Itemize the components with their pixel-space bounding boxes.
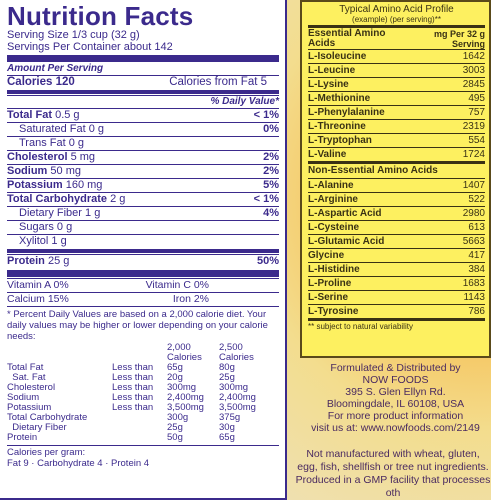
amino-row: L-Phenylalanine 757 — [308, 105, 485, 118]
amino-row: L-Glutamic Acid 5663 — [308, 234, 485, 247]
divider-thick — [7, 55, 279, 62]
calories-per-gram: Calories per gram: Fat 9 · Carbohydrate … — [7, 445, 279, 469]
amino-row: L-Arginine 522 — [308, 192, 485, 205]
amino-row: L-Tyrosine 786 — [308, 304, 485, 317]
daily-value-footnote: * Percent Daily Values are based on a 2,… — [7, 309, 268, 342]
nutrient-row: Sugars 0 g — [7, 220, 279, 234]
divider-thick — [7, 270, 279, 277]
nonessential-header: Non-Essential Amino Acids — [308, 161, 485, 178]
vitamin-row: Calcium 15% Iron 2% — [7, 292, 279, 306]
nutrient-row: Total Carbohydrate 2 g < 1% — [7, 192, 279, 205]
amino-row: L-Aspartic Acid 2980 — [308, 206, 485, 219]
calories-row: Calories 120 Calories from Fat 5 — [7, 75, 279, 89]
amino-row: L-Leucine 3003 — [308, 63, 485, 76]
vitamin-rows: Vitamin A 0% Vitamin C 0% Calcium 15% Iron … — [7, 278, 279, 306]
divider-thin — [7, 306, 279, 307]
daily-values-table: 2,000 Calories 2,500 Calories Total Fat Les… — [7, 343, 271, 443]
amino-row: L-Tryptophan 554 — [308, 133, 485, 146]
amino-row: L-Proline 1683 — [308, 276, 485, 289]
table-row: Potassium Less than 3,500mg 3,500mg — [7, 402, 256, 413]
divider-medium — [7, 249, 279, 253]
nutrient-row: Sodium 50 mg 2% — [7, 164, 279, 177]
allergen-statement: Not manufactured with wheat, gluten, egg… — [295, 448, 491, 499]
amino-row: L-Lysine 2845 — [308, 77, 485, 90]
vitamin-row: Vitamin A 0% Vitamin C 0% — [7, 278, 279, 292]
amino-footnote: ** subject to natural variability — [308, 318, 485, 333]
divider-medium — [7, 90, 279, 94]
amino-row: L-Serine 1143 — [308, 290, 485, 303]
table-row: Cholesterol Less than 300mg 300mg — [7, 382, 249, 393]
protein-row: Protein 25 g 50% — [7, 254, 279, 267]
nutrient-row: Xylitol 1 g — [7, 234, 279, 248]
nutrition-title: Nutrition Facts — [7, 1, 194, 31]
essential-header: Essential Amino Acids mg Per 32 g Servin… — [308, 25, 485, 49]
amino-row: L-Isoleucine 1642 — [308, 49, 485, 62]
table-row: Sat. Fat Less than 20g 25g — [7, 372, 235, 383]
amino-subtitle: (example) (per serving)** — [352, 15, 441, 24]
amino-row: Glycine 417 — [308, 248, 485, 261]
servings-per-container: Servings Per Container about 142 — [7, 41, 173, 53]
table-row: Total Carbohydrate 300g 375g — [7, 412, 241, 423]
amino-row: L-Threonine 2319 — [308, 119, 485, 132]
amino-acid-panel: Typical Amino Acid Profile (example) (pe… — [300, 0, 491, 358]
nutrient-row: Total Fat 0.5 g < 1% — [7, 108, 279, 121]
table-row: Sodium Less than 2,400mg 2,400mg — [7, 392, 256, 403]
serving-size: Serving Size 1/3 cup (32 g) — [7, 29, 140, 41]
table-row: Protein 50g 65g — [7, 432, 235, 443]
table-row: Total Fat Less than 65g 80g — [7, 362, 235, 373]
distributor-block: Formulated & Distributed by NOW FOODS 39… — [311, 362, 480, 434]
nutrient-row: Potassium 160 mg 5% — [7, 178, 279, 191]
nutrient-row: Saturated Fat 0 g 0% — [7, 122, 279, 136]
amount-per-serving: Amount Per Serving — [7, 63, 104, 74]
amino-row: L-Methionine 495 — [308, 91, 485, 104]
calories-from-fat: Calories from Fat 5 — [169, 76, 267, 88]
amino-row: L-Cysteine 613 — [308, 220, 485, 233]
nutrient-row: Dietary Fiber 1 g 4% — [7, 206, 279, 220]
daily-value-header: % Daily Value* — [7, 95, 279, 108]
nonessential-list: L-Alanine 1407 L-Arginine 522 L-Aspartic Aci… — [308, 178, 485, 318]
table-header: 2,000 Calories 2,500 Calories — [167, 342, 254, 363]
amino-row: L-Alanine 1407 — [308, 178, 485, 191]
essential-list: L-Isoleucine 1642 L-Leucine 3003 L-Lysine 284… — [308, 49, 485, 161]
amino-row: L-Histidine 384 — [308, 262, 485, 275]
nutrient-row: Trans Fat 0 g — [7, 136, 279, 150]
nutrient-row: Cholesterol 5 mg 2% — [7, 150, 279, 163]
table-row: Dietary Fiber 25g 30g — [7, 422, 235, 433]
nutrition-facts-panel: Nutrition Facts Serving Size 1/3 cup (32… — [0, 0, 287, 500]
amino-title: Typical Amino Acid Profile — [339, 4, 454, 15]
nutrient-rows: Total Fat 0.5 g < 1% Saturated Fat 0 g 0% Tr… — [7, 108, 279, 248]
amino-row: L-Valine 1724 — [308, 147, 485, 160]
